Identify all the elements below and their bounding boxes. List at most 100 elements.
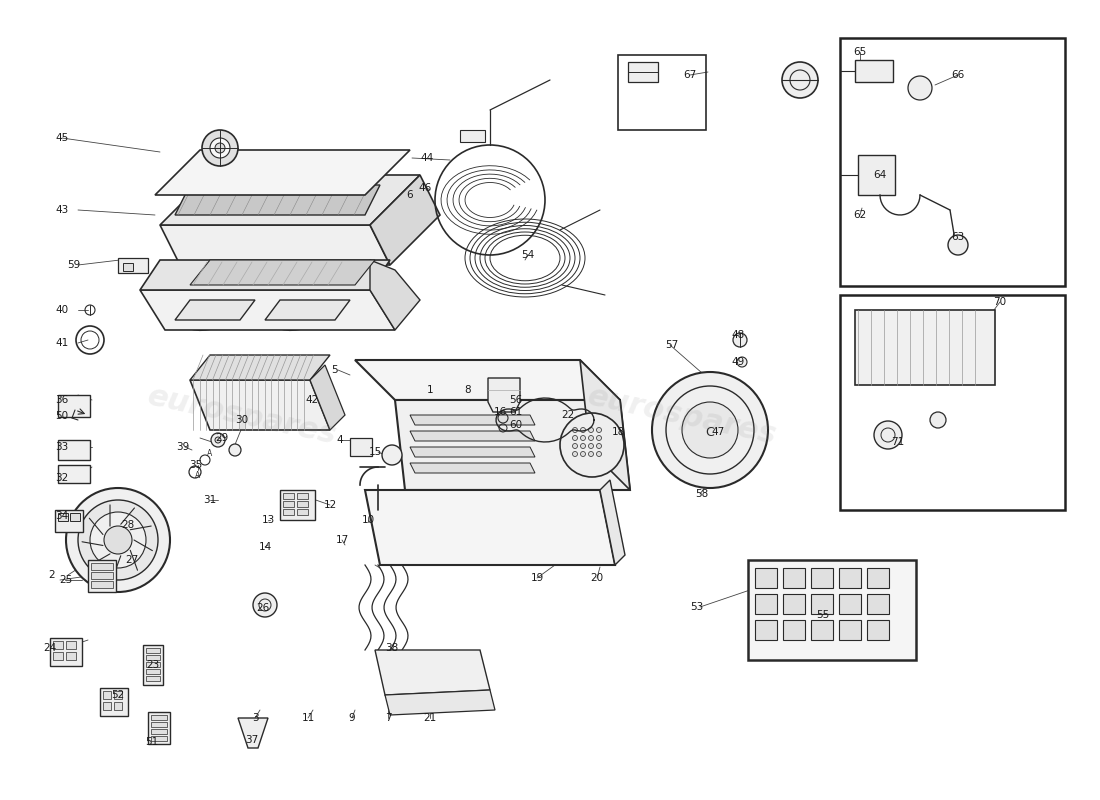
Text: C: C — [705, 426, 714, 438]
Bar — [146, 655, 160, 660]
Text: 20: 20 — [591, 573, 604, 583]
Circle shape — [104, 526, 132, 554]
Text: 16: 16 — [494, 407, 507, 417]
Text: 32: 32 — [55, 473, 68, 483]
Text: 52: 52 — [111, 690, 124, 700]
Bar — [88, 560, 116, 592]
Text: 13: 13 — [262, 515, 275, 525]
Bar — [867, 568, 889, 588]
Bar — [114, 702, 122, 710]
Text: 28: 28 — [121, 520, 134, 530]
Text: 50: 50 — [55, 411, 68, 421]
Text: 43: 43 — [55, 205, 68, 215]
Bar — [91, 563, 113, 570]
Polygon shape — [488, 378, 520, 412]
Text: 12: 12 — [323, 500, 337, 510]
Bar — [748, 560, 916, 660]
Circle shape — [572, 435, 578, 441]
Bar — [283, 509, 294, 515]
Circle shape — [596, 435, 602, 441]
Text: 44: 44 — [420, 153, 433, 163]
Bar — [146, 648, 160, 653]
Bar — [151, 729, 167, 734]
Text: 57: 57 — [666, 340, 679, 350]
Text: 3: 3 — [252, 713, 258, 723]
Bar — [811, 594, 833, 614]
Bar — [297, 493, 308, 499]
Bar — [146, 669, 160, 674]
Bar — [55, 510, 82, 532]
Bar — [783, 620, 805, 640]
Bar — [855, 60, 893, 82]
Bar — [123, 263, 133, 271]
Polygon shape — [140, 260, 390, 290]
Text: 46: 46 — [418, 183, 431, 193]
Text: 22: 22 — [561, 410, 574, 420]
Bar — [91, 581, 113, 588]
Bar — [103, 702, 111, 710]
Bar — [460, 130, 485, 142]
Bar — [70, 513, 80, 521]
Text: 23: 23 — [146, 660, 160, 670]
Circle shape — [588, 427, 594, 433]
Bar — [58, 513, 68, 521]
Circle shape — [78, 500, 158, 580]
Text: 51: 51 — [145, 737, 158, 747]
Text: 33: 33 — [55, 442, 68, 452]
Bar — [58, 395, 90, 417]
Bar — [867, 620, 889, 640]
Polygon shape — [190, 355, 330, 380]
Text: 48: 48 — [732, 330, 745, 340]
Bar — [840, 38, 1065, 286]
Text: 45: 45 — [55, 133, 68, 143]
Polygon shape — [310, 365, 345, 430]
Bar — [811, 620, 833, 640]
Circle shape — [782, 62, 818, 98]
Text: 55: 55 — [816, 610, 829, 620]
Text: 1: 1 — [427, 385, 433, 395]
Text: 24: 24 — [43, 643, 56, 653]
Text: 64: 64 — [873, 170, 887, 180]
Polygon shape — [175, 300, 255, 320]
Text: 36: 36 — [55, 395, 68, 405]
Polygon shape — [395, 400, 630, 490]
Polygon shape — [375, 650, 490, 695]
Bar — [146, 676, 160, 681]
Circle shape — [948, 235, 968, 255]
Polygon shape — [160, 175, 420, 225]
Text: 6: 6 — [407, 190, 414, 200]
Text: 26: 26 — [256, 603, 270, 613]
Bar — [755, 620, 777, 640]
Polygon shape — [190, 380, 330, 430]
Circle shape — [382, 445, 402, 465]
Circle shape — [253, 593, 277, 617]
Text: 7: 7 — [385, 713, 392, 723]
Text: 49: 49 — [732, 357, 745, 367]
Polygon shape — [190, 260, 375, 285]
Bar — [151, 715, 167, 720]
Circle shape — [581, 451, 585, 457]
Circle shape — [214, 437, 221, 443]
Text: 34: 34 — [55, 511, 68, 521]
Text: 67: 67 — [683, 70, 696, 80]
Polygon shape — [140, 290, 395, 330]
Bar — [755, 568, 777, 588]
Text: 40: 40 — [55, 305, 68, 315]
Text: 11: 11 — [301, 713, 315, 723]
Bar — [151, 736, 167, 741]
Bar — [50, 638, 82, 666]
Text: 18: 18 — [612, 427, 625, 437]
Polygon shape — [370, 260, 420, 330]
Bar — [66, 652, 76, 660]
Polygon shape — [858, 155, 895, 195]
Text: 71: 71 — [891, 437, 904, 447]
Bar — [297, 509, 308, 515]
Polygon shape — [410, 463, 535, 473]
Polygon shape — [385, 690, 495, 715]
Circle shape — [202, 130, 238, 166]
Circle shape — [588, 443, 594, 449]
Polygon shape — [160, 225, 390, 265]
Bar — [839, 568, 861, 588]
Bar — [839, 620, 861, 640]
Text: 66: 66 — [952, 70, 965, 80]
